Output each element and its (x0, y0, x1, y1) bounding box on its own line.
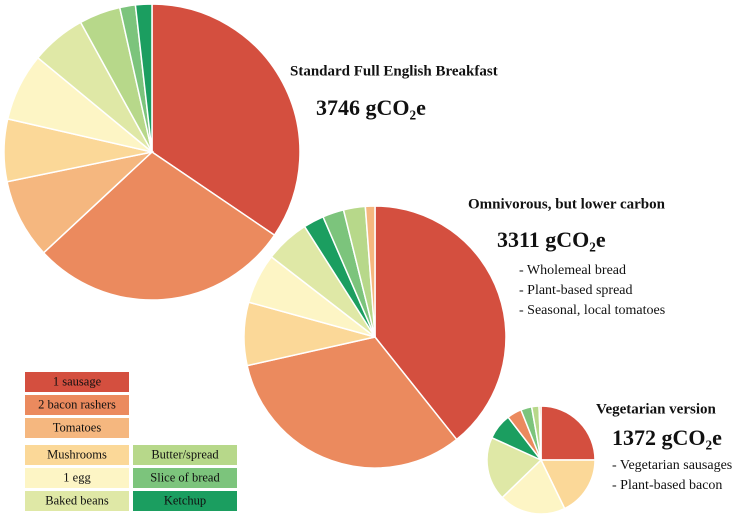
pie-slice (364, 205, 376, 338)
legend-label: Ketchup (164, 493, 206, 507)
total-label: 3311 gCO₂e (497, 227, 606, 252)
pie-slice (151, 3, 301, 237)
pie-slice (374, 205, 507, 441)
pie-slice (539, 459, 596, 510)
legend-label: Slice of bread (150, 470, 220, 484)
legend-swatch (25, 418, 129, 438)
pie-title: Standard Full English Breakfast (290, 63, 498, 79)
note: - Seasonal, local tomatoes (519, 303, 665, 318)
pie-slice (538, 405, 542, 461)
legend-swatch (25, 372, 129, 392)
legend-swatch (133, 445, 237, 465)
pie-slice (501, 458, 566, 515)
pie-title: Omnivorous, but lower carbon (468, 196, 666, 212)
legend-label: Mushrooms (47, 447, 107, 461)
pie-slice (486, 436, 543, 499)
legend-swatch (25, 491, 129, 511)
legend-label: Butter/spread (151, 447, 219, 461)
legend-label: 1 egg (63, 470, 91, 484)
pie-slice (134, 3, 153, 153)
legend-label: 1 sausage (53, 374, 102, 388)
pie-slice (246, 336, 458, 469)
total-label: 3746 gCO₂e (316, 95, 426, 120)
note: - Wholemeal bread (519, 263, 626, 278)
legend-swatch (25, 468, 129, 488)
note: - Plant-based bacon (612, 478, 722, 493)
legend-label: Tomatoes (53, 420, 102, 434)
legend-swatch (133, 491, 237, 511)
note: - Plant-based spread (519, 283, 633, 298)
legend-swatch (25, 445, 129, 465)
note: - Vegetarian sausages (612, 458, 732, 473)
legend-swatch (25, 395, 129, 415)
pie-title: Vegetarian version (596, 401, 717, 417)
legend-label: 2 bacon rashers (38, 397, 116, 411)
pie-slice (42, 151, 276, 301)
legend-swatch (133, 468, 237, 488)
legend-label: Baked beans (45, 493, 109, 507)
pie-slice (540, 405, 596, 461)
total-label: 1372 gCO₂e (612, 425, 722, 450)
